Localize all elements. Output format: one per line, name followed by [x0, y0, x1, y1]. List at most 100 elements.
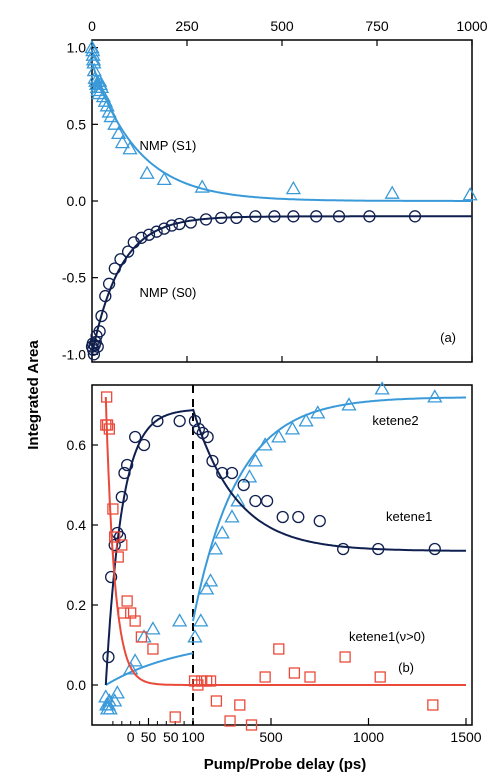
- triangle-marker: [224, 509, 240, 523]
- triangle-marker: [207, 541, 224, 555]
- circle-marker: [102, 650, 115, 664]
- x-tick-label: 50: [141, 729, 157, 745]
- triangle-marker: [103, 108, 119, 123]
- circle-marker: [260, 494, 274, 508]
- triangle-marker: [427, 389, 443, 403]
- triangle-marker: [257, 437, 273, 451]
- square-marker: [103, 423, 115, 435]
- circle-marker: [199, 213, 213, 226]
- circle-marker: [128, 430, 142, 444]
- fit-line: [104, 409, 193, 686]
- triangle-marker: [194, 179, 210, 193]
- circle-marker: [165, 219, 178, 232]
- y-tick-label: 1.0: [67, 40, 87, 56]
- triangle-marker: [122, 141, 138, 155]
- circle-marker: [142, 228, 156, 241]
- square-marker: [117, 607, 130, 619]
- x-top-tick-label: 0: [88, 18, 96, 34]
- square-marker: [129, 615, 141, 627]
- square-marker: [135, 631, 148, 643]
- x-top-tick-label: 500: [270, 18, 294, 34]
- circle-marker: [372, 542, 385, 556]
- circle-marker: [216, 466, 229, 480]
- triangle-marker: [109, 685, 125, 699]
- triangle-marker: [99, 98, 115, 112]
- triangle-marker: [156, 171, 172, 186]
- circle-marker: [336, 542, 350, 556]
- triangle-marker: [284, 421, 301, 435]
- circle-marker: [332, 210, 346, 223]
- triangle-marker: [193, 613, 209, 627]
- fit-line: [192, 408, 467, 552]
- triangle-marker: [202, 573, 219, 587]
- series-label: NMP (S1): [140, 138, 197, 153]
- triangle-marker: [172, 613, 188, 627]
- triangle-marker: [145, 621, 161, 635]
- circle-marker: [192, 422, 206, 436]
- triangle-marker: [127, 653, 143, 667]
- triangle-marker: [84, 39, 100, 54]
- triangle-marker: [107, 116, 123, 130]
- square-marker: [116, 539, 128, 551]
- x-axis-title: Pump/Probe delay (ps): [204, 756, 367, 773]
- y-tick-label: 0.0: [67, 677, 87, 693]
- x-tick-label: 50: [163, 729, 179, 745]
- x-tick-label: 0: [127, 729, 135, 745]
- triangle-marker: [230, 493, 246, 507]
- triangle-marker: [110, 125, 127, 140]
- circle-marker: [118, 466, 131, 480]
- y-tick-label: 0.6: [67, 437, 87, 453]
- panel-label: (b): [398, 660, 414, 675]
- y-tick-label: -1.0: [62, 346, 86, 362]
- circle-marker: [95, 309, 108, 323]
- triangle-marker: [285, 180, 302, 195]
- triangle-marker: [214, 525, 230, 539]
- square-marker: [107, 503, 119, 515]
- square-marker: [427, 699, 439, 711]
- circle-marker: [237, 478, 250, 492]
- square-marker: [288, 667, 301, 679]
- triangle-marker: [341, 397, 357, 411]
- circle-marker: [215, 211, 228, 225]
- triangle-marker: [86, 62, 102, 77]
- panel-a: 1.0 0.5 0.0 -0.5 -1.0 0 250 500 750 1000 NMP (S1) N…: [62, 18, 488, 363]
- circle-marker: [268, 210, 281, 223]
- y-tick-label: 0.2: [67, 597, 87, 613]
- circle-marker: [102, 277, 116, 290]
- square-marker: [374, 671, 386, 683]
- circle-marker: [121, 245, 135, 258]
- square-marker: [192, 679, 204, 691]
- square-marker: [245, 719, 258, 731]
- series-label: ketene1(ν>0): [349, 629, 425, 644]
- square-marker: [210, 695, 223, 707]
- panel-b-frame: [91, 384, 473, 726]
- fit-line: [104, 396, 193, 686]
- circle-marker: [108, 262, 121, 275]
- square-marker: [224, 715, 236, 727]
- square-marker: [273, 643, 285, 655]
- circle-marker: [158, 222, 171, 235]
- circle-marker: [137, 438, 151, 452]
- circle-marker: [108, 538, 121, 552]
- triangle-marker: [107, 693, 123, 707]
- circle-marker: [91, 340, 104, 353]
- circle-marker: [292, 510, 305, 524]
- square-marker: [112, 551, 124, 563]
- square-marker: [339, 651, 351, 663]
- square-marker: [101, 419, 114, 431]
- fit-line: [91, 215, 472, 355]
- circle-marker: [206, 454, 219, 468]
- triangle-marker: [123, 661, 139, 675]
- triangle-marker: [187, 629, 203, 643]
- triangle-marker: [310, 405, 326, 419]
- square-marker: [147, 643, 159, 655]
- x-tick-label: 100: [181, 729, 205, 745]
- square-marker: [188, 675, 201, 687]
- circle-marker: [173, 414, 186, 428]
- triangle-marker: [271, 429, 287, 443]
- circle-marker: [115, 490, 128, 504]
- circle-marker: [310, 210, 323, 223]
- circle-marker: [99, 289, 112, 303]
